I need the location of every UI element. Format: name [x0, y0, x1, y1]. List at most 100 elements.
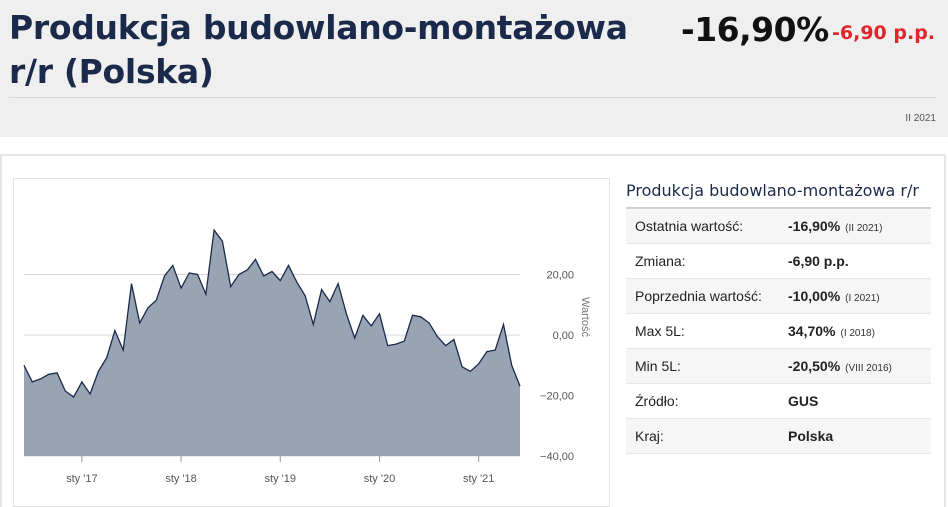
data-point	[97, 370, 100, 373]
data-point	[361, 314, 364, 317]
data-point	[403, 340, 406, 343]
data-point	[39, 377, 42, 380]
data-point	[130, 282, 133, 285]
stats-row: Źródło: GUS	[626, 384, 931, 419]
data-point	[147, 306, 150, 309]
stat-value: 34,70% (I 2018)	[788, 323, 875, 339]
side-panel-title: Produkcja budowlano-montażowa r/r	[626, 181, 919, 200]
data-point	[262, 275, 265, 278]
stat-value-text: -20,50%	[788, 358, 841, 374]
stat-value: -16,90% (II 2021)	[788, 218, 882, 234]
data-point	[155, 299, 158, 302]
stat-value-text: -10,00%	[788, 288, 841, 304]
latest-value: -16,90%	[681, 10, 829, 49]
change-value: -6,90 p.p.	[832, 22, 936, 44]
y-tick-label: −20,00	[540, 391, 574, 403]
data-point	[80, 380, 83, 383]
data-point	[213, 229, 216, 232]
data-point	[105, 356, 108, 359]
data-point	[337, 282, 340, 285]
data-point	[304, 294, 307, 297]
data-point	[122, 349, 125, 352]
x-tick-label: sty '17	[66, 473, 97, 485]
data-point	[237, 273, 240, 276]
y-axis-ticks: −40,00 −20,00 0,00 20,00	[540, 270, 574, 464]
stats-row: Zmiana: -6,90 p.p.	[626, 244, 931, 279]
data-point	[345, 312, 348, 315]
data-point	[295, 281, 298, 284]
x-tick-label: sty '18	[165, 473, 196, 485]
stat-label: Źródło:	[635, 393, 679, 409]
stats-row: Min 5L: -20,50% (VIII 2016)	[626, 349, 931, 384]
stat-value: -6,90 p.p.	[788, 253, 849, 269]
data-point	[353, 337, 356, 340]
data-point	[56, 371, 59, 374]
x-tick-label: sty '19	[265, 473, 296, 485]
stat-date: (VIII 2016)	[845, 363, 892, 374]
data-point	[452, 338, 455, 341]
stat-value: -20,50% (VIII 2016)	[788, 358, 892, 374]
stat-date: (II 2021)	[845, 223, 883, 234]
data-point	[502, 323, 505, 326]
data-point	[378, 312, 381, 315]
data-point	[477, 362, 480, 365]
data-point	[196, 273, 199, 276]
chart-container: −40,00 −20,00 0,00 20,00 sty '17 sty '18 sty …	[13, 178, 610, 507]
x-axis-ticks: sty '17 sty '18 sty '19 sty '20 sty '21	[66, 456, 494, 485]
data-point	[328, 300, 331, 303]
stat-label: Kraj:	[635, 428, 664, 444]
data-point	[188, 272, 191, 275]
x-tick-label: sty '21	[463, 473, 494, 485]
stat-value-text: 34,70%	[788, 323, 836, 339]
stat-label: Ostatnia wartość:	[635, 218, 744, 234]
side-title-divider	[626, 207, 931, 209]
data-point	[229, 285, 232, 288]
data-point	[204, 293, 207, 296]
data-point	[287, 264, 290, 267]
data-point	[72, 396, 75, 399]
data-point	[395, 343, 398, 346]
data-point	[31, 380, 34, 383]
stat-value: -10,00% (I 2021)	[788, 288, 880, 304]
stat-value-text: Polska	[788, 428, 834, 444]
stat-value-text: GUS	[788, 393, 819, 409]
stat-value-text: -16,90%	[788, 218, 841, 234]
y-axis-label: Wartość	[579, 297, 591, 337]
data-point	[279, 279, 282, 282]
y-tick-label: 20,00	[546, 270, 574, 282]
stat-label: Zmiana:	[635, 253, 686, 269]
page-title: Produkcja budowlano-montażowa r/r (Polsk…	[9, 8, 628, 91]
data-point	[419, 315, 422, 318]
stats-table: Ostatnia wartość: -16,90% (II 2021) Zmiana:…	[626, 209, 931, 454]
data-point	[428, 321, 431, 324]
stats-row: Poprzednia wartość: -10,00% (I 2021)	[626, 279, 931, 314]
stat-label: Min 5L:	[635, 358, 681, 374]
data-point	[180, 287, 183, 290]
stats-row: Max 5L: 34,70% (I 2018)	[626, 314, 931, 349]
data-point	[254, 258, 257, 261]
data-point	[113, 329, 116, 332]
stats-row: Ostatnia wartość: -16,90% (II 2021)	[626, 209, 931, 244]
data-point	[485, 350, 488, 353]
data-point	[411, 314, 414, 317]
data-point	[246, 269, 249, 272]
stat-label: Max 5L:	[635, 323, 685, 339]
data-point	[221, 240, 224, 243]
stat-label: Poprzednia wartość:	[635, 288, 762, 304]
data-point	[64, 390, 67, 393]
period-label: II 2021	[905, 113, 936, 124]
header-bar: Produkcja budowlano-montażowa r/r (Polsk…	[0, 0, 948, 137]
data-point	[370, 324, 373, 327]
data-point	[163, 275, 166, 278]
data-point	[271, 270, 274, 273]
data-point	[461, 365, 464, 368]
data-point	[519, 385, 522, 388]
data-point	[494, 349, 497, 352]
stats-row: Kraj: Polska	[626, 419, 931, 454]
data-point	[444, 344, 447, 347]
header-divider	[9, 97, 936, 98]
data-point	[436, 335, 439, 338]
data-point	[138, 321, 141, 324]
x-tick-label: sty '20	[364, 473, 395, 485]
